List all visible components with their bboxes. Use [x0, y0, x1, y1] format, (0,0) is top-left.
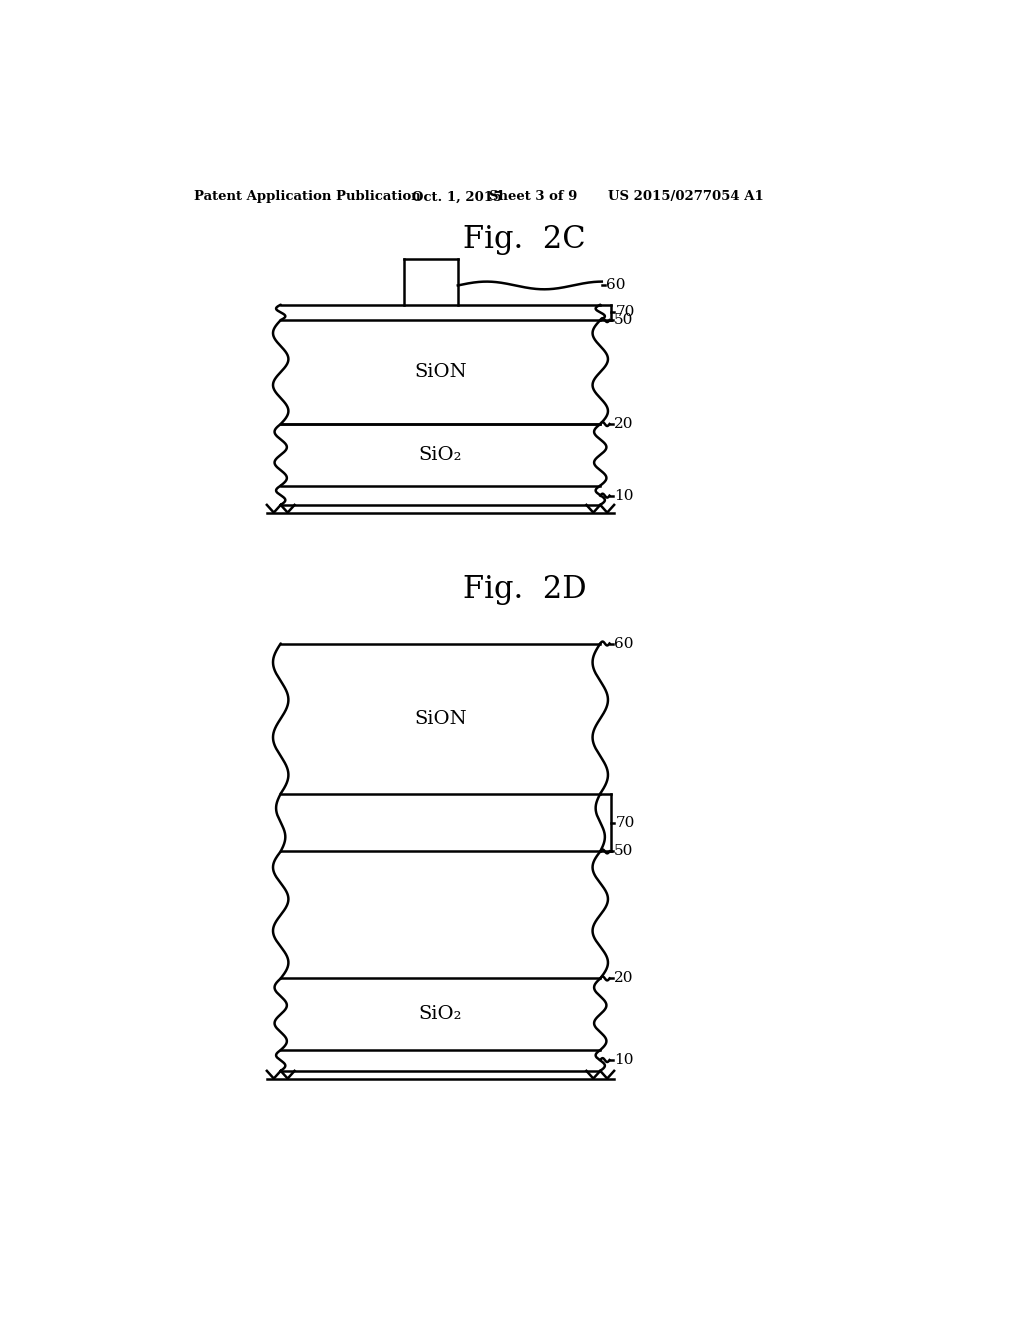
Text: 20: 20 [614, 417, 634, 432]
Text: Patent Application Publication: Patent Application Publication [194, 190, 421, 203]
Text: SiON: SiON [414, 710, 467, 727]
Text: 10: 10 [614, 488, 634, 503]
Text: 70: 70 [615, 816, 635, 829]
Text: SiO₂: SiO₂ [419, 446, 462, 463]
Text: 60: 60 [606, 279, 626, 293]
Text: 20: 20 [614, 972, 634, 986]
Text: 50: 50 [614, 313, 634, 327]
Text: US 2015/0277054 A1: US 2015/0277054 A1 [608, 190, 764, 203]
Text: Sheet 3 of 9: Sheet 3 of 9 [488, 190, 577, 203]
Text: SiON: SiON [414, 363, 467, 381]
Text: 50: 50 [614, 845, 634, 858]
Text: Fig.  2D: Fig. 2D [463, 574, 587, 605]
Text: SiO₂: SiO₂ [419, 1006, 462, 1023]
Text: 70: 70 [615, 305, 635, 319]
Text: 10: 10 [614, 1053, 634, 1067]
Text: Fig.  2C: Fig. 2C [464, 224, 586, 255]
Text: 60: 60 [614, 636, 634, 651]
Text: Oct. 1, 2015: Oct. 1, 2015 [412, 190, 502, 203]
